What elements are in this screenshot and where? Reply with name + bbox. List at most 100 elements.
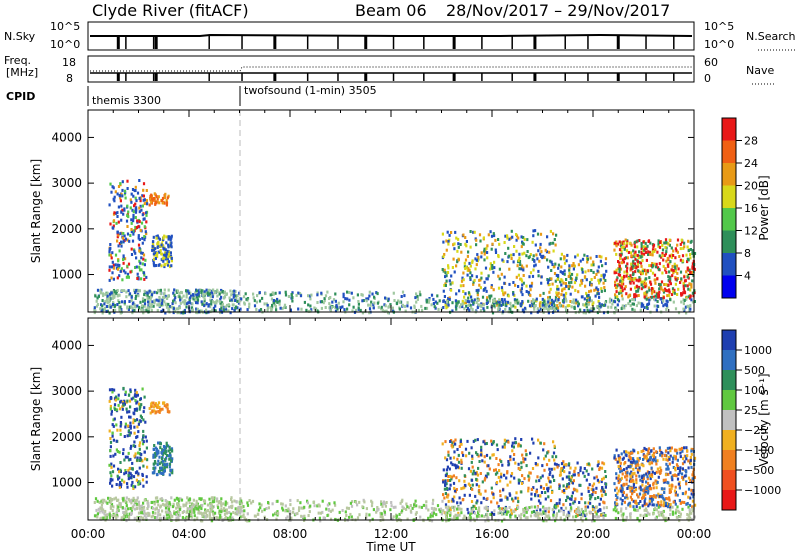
echo-cell <box>671 274 674 278</box>
echo-cell <box>614 504 617 508</box>
echo-cell <box>617 489 620 493</box>
echo-cell <box>668 491 671 494</box>
echo-cell <box>679 270 683 274</box>
echo-cell <box>437 307 440 311</box>
echo-cell <box>448 467 451 471</box>
echo-cell <box>392 291 395 295</box>
echo-cell <box>171 449 174 453</box>
echo-cell <box>487 464 490 468</box>
echo-cell <box>490 439 493 443</box>
echo-cell <box>148 407 151 410</box>
echo-cell <box>568 471 571 475</box>
echo-cell <box>143 498 146 502</box>
echo-cell <box>540 250 543 254</box>
echo-cell <box>119 309 122 313</box>
echo-cell <box>126 187 129 190</box>
echo-cell <box>291 299 294 303</box>
echo-cell <box>478 460 481 463</box>
echo-cell <box>140 251 143 255</box>
echo-cell <box>133 425 136 429</box>
echo-cell <box>576 461 579 465</box>
echo-cell <box>616 276 619 280</box>
echo-cell <box>576 489 579 493</box>
echo-cell <box>631 298 634 301</box>
echo-cell <box>363 500 366 504</box>
echo-cell <box>462 453 465 457</box>
power-data-cells <box>93 179 697 315</box>
echo-cell <box>535 489 538 493</box>
echo-cell <box>372 303 375 307</box>
echo-cell <box>150 515 153 519</box>
echo-cell <box>517 442 520 446</box>
echo-cell <box>138 444 141 448</box>
echo-cell <box>105 305 108 308</box>
echo-cell <box>172 307 175 311</box>
echo-cell <box>217 517 221 521</box>
echo-cell <box>559 470 562 474</box>
echo-cell <box>169 238 172 242</box>
beam-label: Beam 06 <box>355 1 427 20</box>
echo-cell <box>553 458 556 462</box>
echo-cell <box>153 257 156 261</box>
echo-cell <box>546 235 549 239</box>
echo-cell <box>668 261 671 265</box>
echo-cell <box>464 484 467 488</box>
echo-cell <box>682 281 685 285</box>
echo-cell <box>621 487 624 491</box>
echo-cell <box>253 304 257 308</box>
echo-cell <box>337 301 340 305</box>
echo-cell <box>352 296 355 300</box>
echo-cell <box>480 448 483 452</box>
echo-cell <box>156 252 159 256</box>
echo-cell <box>334 292 337 296</box>
nsearch-label: N.Search <box>746 30 796 43</box>
echo-cell <box>137 472 140 476</box>
echo-cell <box>488 296 492 300</box>
echo-cell <box>206 291 209 295</box>
echo-cell <box>110 190 113 194</box>
echo-cell <box>544 454 547 458</box>
echo-cell <box>681 449 684 453</box>
echo-cell <box>136 456 139 460</box>
echo-cell <box>478 278 481 282</box>
echo-cell <box>155 447 158 451</box>
echo-cell <box>634 277 637 280</box>
echo-cell <box>642 493 645 497</box>
echo-cell <box>138 259 141 263</box>
echo-cell <box>96 499 99 503</box>
echo-cell <box>336 305 339 309</box>
echo-cell <box>484 442 487 446</box>
echo-cell <box>127 210 130 214</box>
echo-cell <box>469 271 472 275</box>
echo-cell <box>549 301 552 305</box>
echo-cell <box>157 513 160 517</box>
echo-cell <box>138 447 141 451</box>
echo-cell <box>625 292 628 296</box>
echo-cell <box>444 282 447 286</box>
nave-label: Nave <box>746 64 774 77</box>
echo-cell <box>652 447 655 451</box>
echo-cell <box>283 303 287 307</box>
echo-cell <box>461 305 464 309</box>
echo-cell <box>98 501 101 504</box>
echo-cell <box>167 507 171 511</box>
echo-cell <box>517 444 520 448</box>
echo-cell <box>349 501 352 505</box>
echo-cell <box>658 494 661 498</box>
echo-cell <box>591 484 594 488</box>
echo-cell <box>352 305 355 309</box>
echo-cell <box>579 308 582 312</box>
echo-cell <box>658 262 661 266</box>
echo-cell <box>140 308 144 312</box>
echo-cell <box>161 299 164 303</box>
echo-cell <box>565 499 568 502</box>
echo-cell <box>579 483 582 487</box>
echo-cell <box>506 236 509 240</box>
echo-cell <box>583 253 586 257</box>
echo-cell <box>150 402 153 406</box>
echo-cell <box>598 281 601 285</box>
echo-cell <box>111 390 114 394</box>
echo-cell <box>676 238 680 242</box>
echo-cell <box>468 493 471 497</box>
echo-cell <box>130 444 133 448</box>
